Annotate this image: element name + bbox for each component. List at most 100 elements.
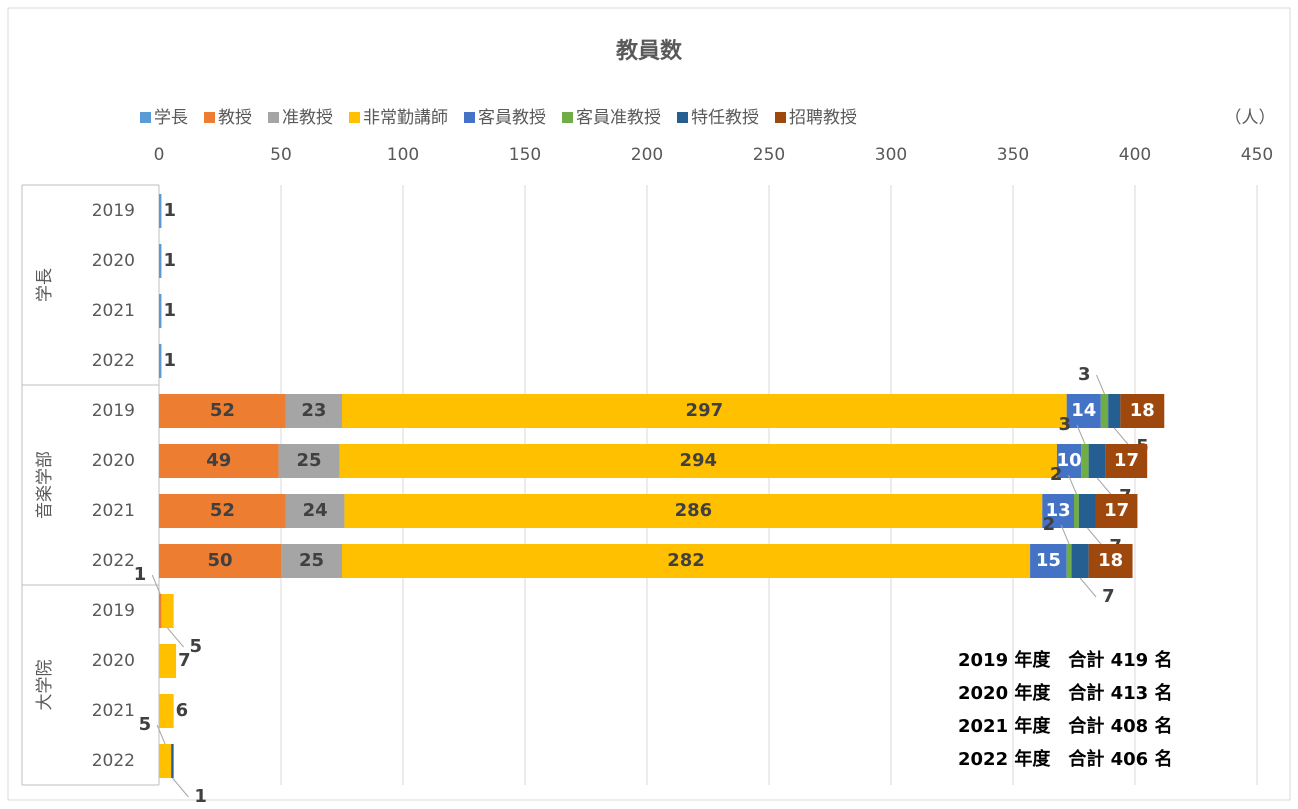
data-label: 7 — [178, 650, 191, 671]
data-label: 1 — [163, 200, 176, 221]
x-tick-label: 250 — [753, 145, 785, 165]
leader-line — [1096, 477, 1114, 498]
x-tick-label: 200 — [631, 145, 663, 165]
bar-segment — [159, 244, 162, 278]
x-tick-label: 0 — [154, 145, 165, 165]
bar-segment — [159, 744, 172, 778]
total-annotation: 2019 年度 合計 419 名 — [958, 649, 1172, 671]
x-tick-label: 400 — [1119, 145, 1151, 165]
legend-label: 特任教授 — [691, 108, 759, 128]
y-tick-label: 2022 — [92, 351, 135, 371]
leader-line — [1113, 427, 1131, 448]
legend-swatch — [204, 112, 215, 123]
bar-segment — [1100, 394, 1109, 428]
y-tick-label: 2019 — [92, 201, 135, 221]
legend-swatch — [140, 112, 151, 123]
leader-line — [167, 627, 184, 648]
legend-swatch — [775, 112, 786, 123]
data-label: 52 — [210, 400, 235, 421]
data-label: 2 — [1043, 514, 1056, 535]
bar-segment — [281, 544, 342, 578]
bar-segment — [171, 744, 174, 778]
leader-line — [151, 574, 161, 595]
data-label: 1 — [134, 564, 147, 585]
bar-segment — [1042, 494, 1074, 528]
data-label: 10 — [1057, 450, 1082, 471]
leader-line — [1060, 524, 1070, 545]
y-tick-label: 2020 — [92, 251, 135, 271]
y-tick-label: 2021 — [92, 301, 135, 321]
leader-line — [1087, 527, 1104, 548]
legend-swatch — [268, 112, 279, 123]
data-label: 15 — [1036, 550, 1061, 571]
legend-label: 学長 — [154, 108, 188, 128]
x-tick-label: 350 — [997, 145, 1029, 165]
data-label: 294 — [679, 450, 717, 471]
bar-segment — [1030, 544, 1067, 578]
y-tick-label: 2021 — [92, 701, 135, 721]
x-tick-label: 450 — [1241, 145, 1273, 165]
y-tick-label: 2019 — [92, 601, 135, 621]
bar-segment — [339, 444, 1057, 478]
bar-segment — [285, 494, 345, 528]
data-label: 17 — [1104, 500, 1129, 521]
total-annotation: 2022 年度 合計 406 名 — [958, 748, 1172, 770]
bar-segment — [1108, 394, 1121, 428]
bar-segment — [159, 294, 162, 328]
data-label: 3 — [1078, 364, 1091, 385]
bar-segment — [1066, 544, 1072, 578]
legend-swatch — [349, 112, 360, 123]
data-label: 24 — [303, 500, 328, 521]
legend-label: 教授 — [218, 108, 252, 128]
data-label: 1 — [163, 350, 176, 371]
legend-swatch — [464, 112, 475, 123]
bar-segment — [1088, 444, 1106, 478]
bar-segment — [1066, 394, 1101, 428]
data-label: 1 — [194, 786, 207, 807]
data-label: 14 — [1071, 400, 1096, 421]
bar-segment — [161, 594, 174, 628]
bar-segment — [285, 394, 342, 428]
data-label: 297 — [686, 400, 724, 421]
bar-segment — [159, 544, 281, 578]
x-tick-label: 50 — [270, 145, 292, 165]
x-tick-label: 300 — [875, 145, 907, 165]
leader-line — [156, 724, 166, 745]
group-label: 大学院 — [35, 660, 55, 711]
bar-segment — [159, 494, 286, 528]
data-label: 286 — [675, 500, 713, 521]
data-label: 3 — [1058, 414, 1071, 435]
leader-line — [172, 777, 189, 798]
x-tick-label: 100 — [387, 145, 419, 165]
data-label: 18 — [1098, 550, 1123, 571]
bar-segment — [159, 644, 177, 678]
bar-segment — [159, 394, 286, 428]
data-label: 25 — [299, 550, 324, 571]
bar-segment — [344, 494, 1043, 528]
legend-swatch — [677, 112, 688, 123]
y-tick-label: 2020 — [92, 451, 135, 471]
bar-segment — [1120, 394, 1165, 428]
y-tick-label: 2022 — [92, 751, 135, 771]
data-label: 23 — [301, 400, 326, 421]
bar-segment — [159, 194, 162, 228]
legend-label: 非常勤講師 — [363, 108, 448, 128]
data-label: 25 — [297, 450, 322, 471]
data-label: 2 — [1050, 464, 1063, 485]
bar-segment — [1088, 544, 1133, 578]
bar-segment — [159, 694, 174, 728]
data-label: 282 — [667, 550, 705, 571]
data-label: 17 — [1114, 450, 1139, 471]
bar-segment — [342, 394, 1067, 428]
x-tick-label: 150 — [509, 145, 541, 165]
chart-title: 教員数 — [616, 38, 683, 64]
leader-line — [1067, 474, 1077, 495]
group-label: 音楽学部 — [35, 451, 55, 519]
y-tick-label: 2019 — [92, 401, 135, 421]
bar-segment — [1105, 444, 1148, 478]
total-annotation: 2020 年度 合計 413 名 — [958, 682, 1172, 704]
data-label: 7 — [1102, 586, 1115, 607]
bar-segment — [1074, 494, 1079, 528]
data-label: 18 — [1130, 400, 1155, 421]
